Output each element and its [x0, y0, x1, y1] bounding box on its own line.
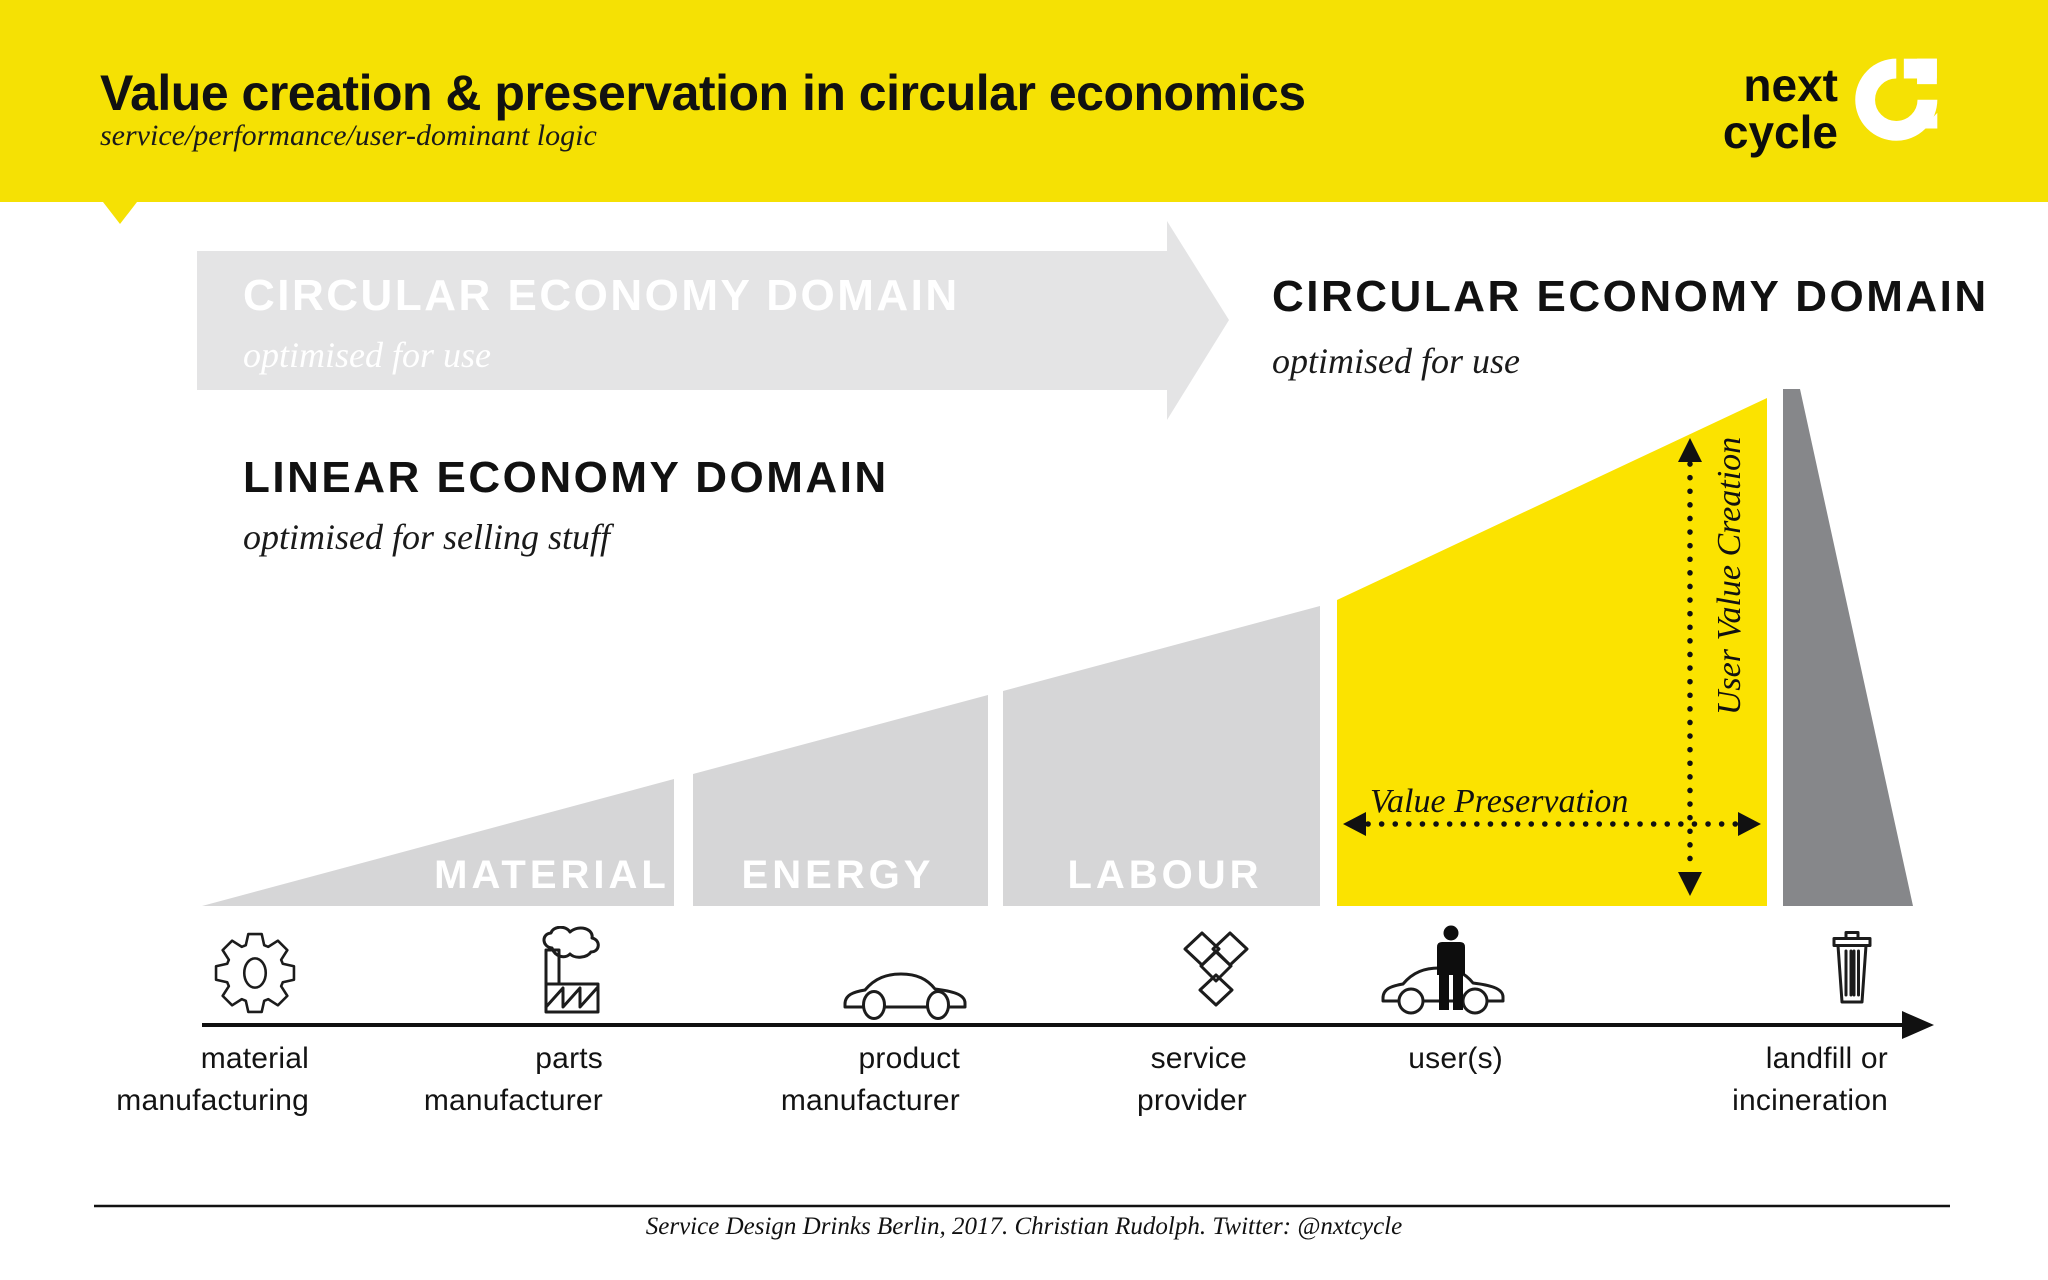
user-value-creation-label: User Value Creation: [1711, 436, 1748, 716]
linear-domain-title: LINEAR ECONOMY DOMAIN: [243, 453, 889, 502]
logo-word-line1: next: [1743, 59, 1838, 111]
segment-label-energy: ENERGY: [741, 853, 935, 897]
segment-energy-shape: [693, 695, 988, 906]
stage-label-line: material: [200, 1042, 309, 1075]
factory-icon: [515, 926, 621, 1016]
stage-label-line: incineration: [1732, 1084, 1888, 1117]
segment-label-material: MATERIAL: [434, 853, 670, 897]
user-value-creation-bottom-arrowhead: [1678, 872, 1702, 896]
open-box-icon: [1179, 929, 1253, 1011]
page-title: Value creation & preservation in circula…: [100, 65, 1306, 121]
circular-domain-subtitle: optimised for use: [1272, 341, 1520, 381]
stage-label-line: service: [1150, 1042, 1247, 1075]
logo-word-line2: cycle: [1722, 106, 1838, 158]
value-preservation-left-arrowhead: [1343, 812, 1366, 836]
trash-bin-icon: [1827, 931, 1877, 1005]
nextcycle-logo-icon: [1852, 45, 1950, 145]
stage-label-parts-manufacturer: parts manufacturer: [424, 1038, 603, 1122]
stage-label-line: manufacturer: [780, 1084, 960, 1117]
stage-label-line: parts: [535, 1042, 603, 1075]
segment-label-labour: LABOUR: [1067, 853, 1263, 897]
segment-labour-shape: [1003, 606, 1320, 906]
arrow-domain-title: CIRCULAR ECONOMY DOMAIN: [243, 271, 960, 320]
header-band: [0, 0, 2048, 202]
stage-label-material-manufacturing: material manufacturing: [116, 1038, 309, 1122]
segment-material-shape: [202, 779, 674, 906]
lifecycle-axis-arrowhead: [1902, 1011, 1934, 1039]
stage-label-line: manufacturing: [116, 1084, 309, 1117]
stage-label-line: manufacturer: [423, 1084, 603, 1117]
circular-value-shape: [1337, 398, 1767, 906]
header-pointer-triangle: [103, 202, 137, 224]
arrow-domain-subtitle: optimised for use: [243, 335, 491, 375]
stage-label-landfill-incineration: landfill or incineration: [1732, 1038, 1888, 1122]
user-with-car-icon: [1380, 924, 1512, 1016]
gear-icon: [212, 930, 298, 1016]
circular-domain-title: CIRCULAR ECONOMY DOMAIN: [1272, 272, 1989, 321]
stage-label-line: landfill or: [1765, 1042, 1888, 1075]
stage-label-users: user(s): [1408, 1038, 1503, 1080]
stage-label-service-provider: service provider: [1137, 1038, 1247, 1122]
value-preservation-label: Value Preservation: [1370, 783, 1629, 820]
stage-label-product-manufacturer: product manufacturer: [781, 1038, 960, 1122]
user-value-creation-top-arrowhead: [1678, 438, 1702, 462]
value-preservation-right-arrowhead: [1738, 812, 1761, 836]
linear-domain-subtitle: optimised for selling stuff: [243, 517, 611, 557]
landfill-triangle-shape: [1783, 389, 1913, 906]
footer-credit: Service Design Drinks Berlin, 2017. Chri…: [645, 1213, 1403, 1240]
stage-label-line: user(s): [1408, 1042, 1503, 1075]
stage-label-line: provider: [1137, 1084, 1247, 1117]
logo-wordmark: next cycle: [1538, 62, 1838, 156]
car-icon: [841, 960, 969, 1020]
page-subtitle: service/performance/user-dominant logic: [100, 119, 597, 152]
circular-domain-arrow-shape: [197, 221, 1229, 420]
stage-label-line: product: [858, 1042, 960, 1075]
